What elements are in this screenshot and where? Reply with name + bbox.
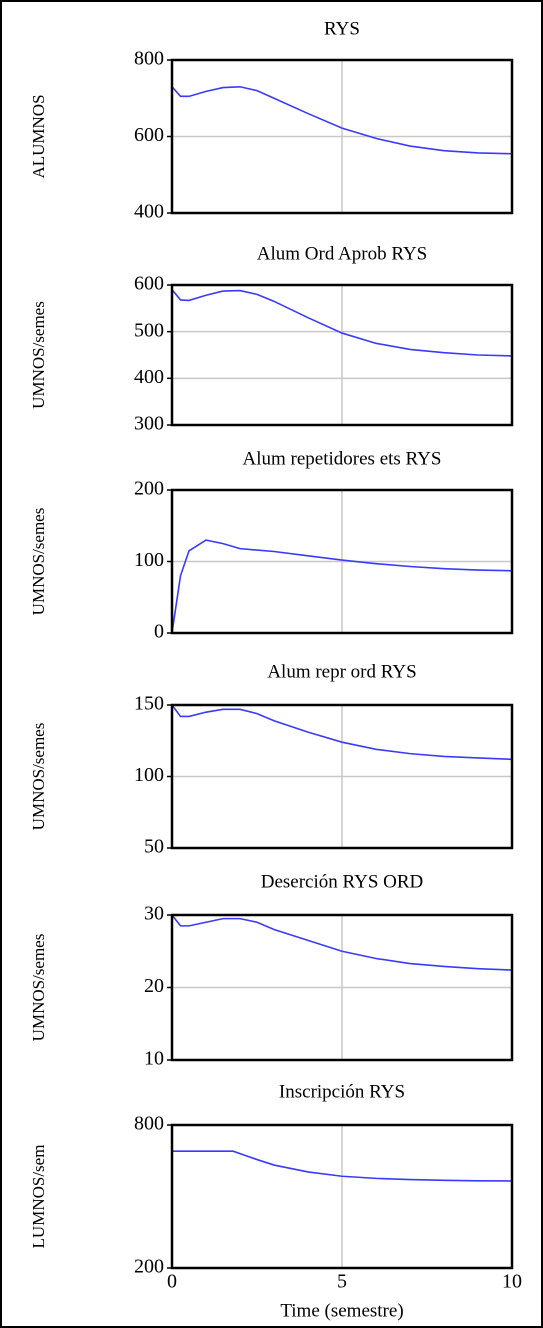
data-line (171, 704, 513, 761)
y-tick-label: 100 (134, 764, 164, 786)
y-tick-label: 500 (134, 319, 164, 341)
x-tick-label: 10 (502, 1271, 522, 1293)
plot-frame (170, 1123, 514, 1270)
x-tick-label: 5 (337, 1271, 347, 1293)
y-tick-label: 20 (144, 975, 164, 997)
y-tick-label: 600 (134, 273, 164, 295)
y-tick-label: 150 (134, 693, 164, 715)
chart-title: RYS (324, 18, 360, 39)
data-line (171, 539, 513, 634)
y-tick-label: 50 (144, 836, 164, 858)
y-tick-label: 400 (134, 201, 164, 223)
data-line (171, 85, 513, 155)
y-axis-label: UMNOS/semes (29, 723, 48, 831)
y-axis-label: UMNOS/semes (29, 934, 48, 1042)
y-tick-label: 30 (144, 903, 164, 925)
chart-title: Alum repr ord RYS (267, 661, 416, 682)
y-tick-label: 800 (134, 1113, 164, 1135)
y-tick-label: 400 (134, 366, 164, 388)
y-tick-label: 100 (134, 549, 164, 571)
y-tick-label: 600 (134, 124, 164, 146)
y-axis-label: UMNOS/semes (29, 301, 48, 409)
y-tick-label: 800 (134, 48, 164, 70)
y-tick-label: 0 (154, 621, 164, 643)
data-line (171, 289, 513, 357)
y-tick-label: 200 (134, 1256, 164, 1278)
y-tick-label: 200 (134, 478, 164, 500)
plot-frame (170, 283, 514, 427)
chart-title: Deserción RYS ORD (261, 871, 424, 892)
chart-title: Alum Ord Aprob RYS (257, 243, 428, 264)
data-line (172, 1150, 513, 1182)
y-axis-label: UMNOS/semes (29, 508, 48, 616)
x-tick-label: 0 (167, 1271, 177, 1293)
chart-title: Inscripción RYS (279, 1081, 405, 1102)
y-axis-label: ALUMNOS (29, 94, 48, 178)
y-tick-label: 300 (134, 413, 164, 435)
y-tick-label: 10 (144, 1048, 164, 1070)
x-axis-label: Time (semestre) (280, 1300, 403, 1321)
chart-title: Alum repetidores ets RYS (243, 448, 442, 469)
data-line (171, 914, 513, 971)
y-axis-label: LUMNOS/sem (29, 1145, 48, 1249)
